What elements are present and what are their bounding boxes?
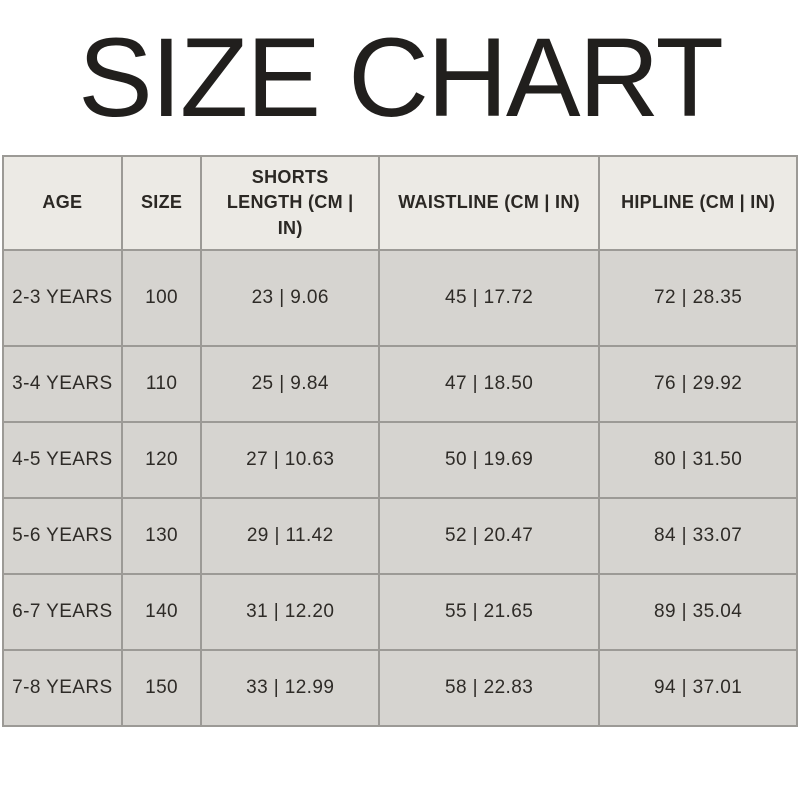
table-row: 4-5 YEARS 120 27 | 10.63 50 | 19.69 80 | 31.… bbox=[2, 421, 798, 499]
cell-age: 4-5 YEARS bbox=[2, 421, 123, 499]
cell-size: 120 bbox=[120, 421, 203, 499]
cell-shorts-length: 25 | 9.84 bbox=[200, 345, 380, 423]
col-header-shorts-length: SHORTS LENGTH (CM | IN) bbox=[200, 155, 380, 251]
cell-age: 5-6 YEARS bbox=[2, 497, 123, 575]
cell-size: 140 bbox=[120, 573, 203, 651]
table-header-row: AGE SIZE SHORTS LENGTH (CM | IN) WAISTLI… bbox=[2, 155, 798, 251]
cell-shorts-length: 29 | 11.42 bbox=[200, 497, 380, 575]
cell-size: 110 bbox=[120, 345, 203, 423]
cell-age: 7-8 YEARS bbox=[2, 649, 123, 727]
table-row: 5-6 YEARS 130 29 | 11.42 52 | 20.47 84 | 33.… bbox=[2, 497, 798, 575]
table-row: 7-8 YEARS 150 33 | 12.99 58 | 22.83 94 | 37.… bbox=[2, 649, 798, 727]
cell-size: 100 bbox=[120, 249, 203, 347]
cell-hipline: 76 | 29.92 bbox=[598, 345, 798, 423]
cell-shorts-length: 23 | 9.06 bbox=[200, 249, 380, 347]
cell-waistline: 47 | 18.50 bbox=[377, 345, 601, 423]
cell-hipline: 94 | 37.01 bbox=[598, 649, 798, 727]
table-row: 2-3 YEARS 100 23 | 9.06 45 | 17.72 72 | 28.3… bbox=[2, 249, 798, 347]
cell-age: 3-4 YEARS bbox=[2, 345, 123, 423]
size-chart-table: AGE SIZE SHORTS LENGTH (CM | IN) WAISTLI… bbox=[2, 155, 798, 727]
table-row: 6-7 YEARS 140 31 | 12.20 55 | 21.65 89 | 35.… bbox=[2, 573, 798, 651]
cell-waistline: 55 | 21.65 bbox=[377, 573, 601, 651]
cell-size: 150 bbox=[120, 649, 203, 727]
cell-size: 130 bbox=[120, 497, 203, 575]
cell-hipline: 80 | 31.50 bbox=[598, 421, 798, 499]
page-title: SIZE CHART bbox=[78, 14, 724, 140]
cell-shorts-length: 31 | 12.20 bbox=[200, 573, 380, 651]
cell-hipline: 89 | 35.04 bbox=[598, 573, 798, 651]
cell-hipline: 72 | 28.35 bbox=[598, 249, 798, 347]
title-area: SIZE CHART bbox=[0, 0, 800, 155]
cell-waistline: 45 | 17.72 bbox=[377, 249, 601, 347]
cell-shorts-length: 27 | 10.63 bbox=[200, 421, 380, 499]
cell-waistline: 58 | 22.83 bbox=[377, 649, 601, 727]
table-body: 2-3 YEARS 100 23 | 9.06 45 | 17.72 72 | 28.3… bbox=[2, 249, 798, 727]
cell-age: 6-7 YEARS bbox=[2, 573, 123, 651]
cell-waistline: 52 | 20.47 bbox=[377, 497, 601, 575]
col-header-waistline: WAISTLINE (CM | IN) bbox=[377, 155, 601, 251]
col-header-age: AGE bbox=[2, 155, 123, 251]
cell-hipline: 84 | 33.07 bbox=[598, 497, 798, 575]
table-row: 3-4 YEARS 110 25 | 9.84 47 | 18.50 76 | 29.9… bbox=[2, 345, 798, 423]
col-header-size: SIZE bbox=[120, 155, 203, 251]
cell-shorts-length: 33 | 12.99 bbox=[200, 649, 380, 727]
col-header-hipline: HIPLINE (CM | IN) bbox=[598, 155, 798, 251]
cell-waistline: 50 | 19.69 bbox=[377, 421, 601, 499]
cell-age: 2-3 YEARS bbox=[2, 249, 123, 347]
